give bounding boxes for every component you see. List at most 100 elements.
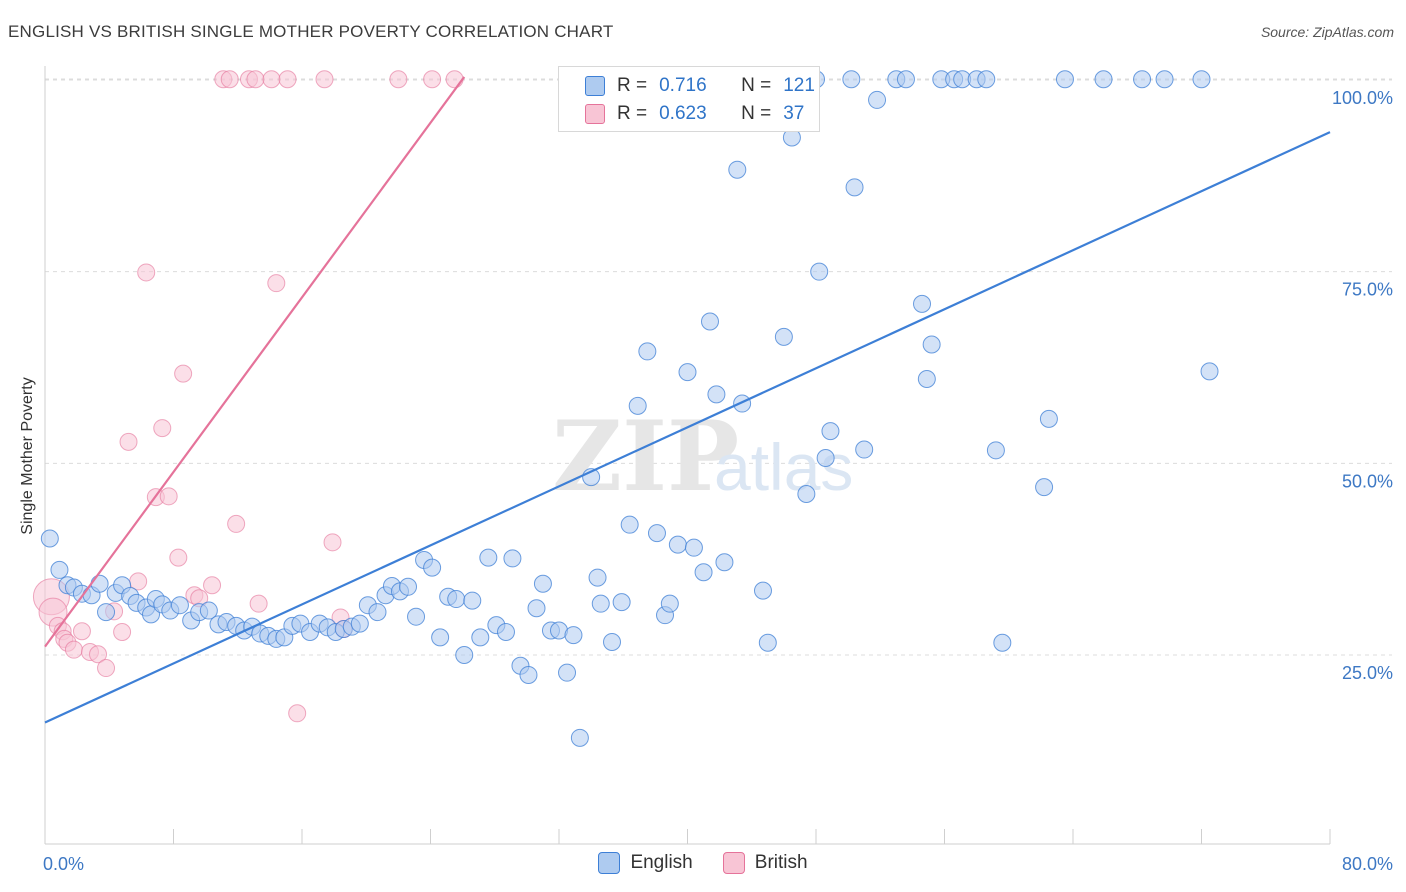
english-point — [496, 623, 515, 642]
british-legend-swatch — [722, 852, 745, 874]
british-point — [203, 576, 222, 595]
british-n-label: N = — [741, 103, 772, 124]
british-r-value: 0.623 — [659, 103, 707, 124]
series-legend: English British — [0, 852, 1406, 874]
english-point — [564, 626, 583, 645]
trend-lines — [44, 76, 1331, 724]
axes — [44, 66, 1331, 845]
stats-legend: R = 0.716 N = 121 R = 0.623 N = 37 — [558, 66, 820, 132]
english-point — [816, 448, 835, 467]
english-point — [368, 603, 387, 622]
y-tick-label: 25.0% — [1342, 663, 1393, 683]
english-point — [855, 440, 874, 459]
legend-item-english[interactable]: English — [598, 852, 693, 874]
english-point — [797, 485, 816, 504]
english-point — [527, 599, 546, 618]
legend-item-british[interactable]: British — [722, 852, 808, 874]
english-point — [707, 385, 726, 404]
british-r-label: R = — [617, 103, 648, 124]
english-point — [700, 312, 719, 331]
british-point — [119, 432, 138, 451]
english-point — [603, 632, 622, 651]
english-point — [620, 515, 639, 534]
english-point — [668, 535, 687, 554]
british-point — [423, 70, 442, 89]
british-point — [288, 704, 307, 723]
british-legend-label: British — [754, 852, 808, 873]
english-point — [758, 633, 777, 652]
english-point — [423, 558, 442, 577]
english-point — [1133, 70, 1152, 89]
english-swatch — [585, 76, 605, 96]
british-point — [174, 364, 193, 383]
english-point — [821, 422, 840, 441]
english-point — [447, 590, 466, 609]
english-point — [407, 607, 426, 626]
english-point — [503, 549, 522, 568]
english-point — [591, 594, 610, 613]
english-point — [715, 553, 734, 572]
english-point — [678, 363, 697, 382]
english-point — [399, 577, 418, 596]
english-trend-line — [44, 131, 1331, 724]
english-point — [612, 593, 631, 612]
british-point — [246, 70, 265, 89]
english-point — [533, 574, 552, 593]
english-point — [570, 728, 589, 747]
british-point — [262, 70, 281, 89]
british-point — [389, 70, 408, 89]
british-point — [249, 594, 268, 613]
british-point — [113, 623, 132, 642]
british-point — [169, 548, 188, 567]
tick-labels: 25.0% 50.0% 75.0% 100.0% 0.0% 80.0% — [43, 88, 1393, 874]
english-point — [463, 591, 482, 610]
british-point — [323, 533, 342, 552]
english-point — [774, 327, 793, 346]
english-point — [90, 574, 109, 593]
english-series — [40, 70, 1219, 747]
british-trend-line — [44, 76, 466, 648]
y-axis-label: Single Mother Poverty — [19, 377, 36, 535]
english-point — [588, 568, 607, 587]
british-point — [315, 70, 334, 89]
watermark-atlas: atlas — [714, 430, 853, 504]
english-point — [728, 160, 747, 179]
english-n-label: N = — [741, 75, 772, 96]
english-legend-label: English — [630, 852, 693, 873]
source-label: Source: ZipAtlas.com — [1260, 24, 1394, 40]
english-point — [50, 560, 69, 579]
english-point — [40, 529, 59, 548]
english-point — [170, 596, 189, 615]
english-point — [660, 594, 679, 613]
y-tick-label: 75.0% — [1342, 280, 1393, 300]
british-n-value: 37 — [783, 103, 805, 124]
english-point — [986, 441, 1005, 460]
british-point — [64, 640, 83, 659]
english-point — [1055, 70, 1074, 89]
english-point — [810, 262, 829, 281]
english-point — [733, 394, 752, 413]
english-point — [479, 548, 498, 567]
british-point — [72, 622, 91, 641]
british-point — [220, 70, 239, 89]
british-point — [153, 419, 172, 438]
english-r-label: R = — [617, 75, 648, 96]
british-point — [137, 263, 156, 282]
legend-row-english: R = 0.716 N = 121 — [585, 73, 815, 99]
english-point — [350, 614, 369, 633]
british-point — [267, 274, 286, 293]
english-point — [1155, 70, 1174, 89]
english-point — [845, 178, 864, 197]
british-point — [159, 487, 178, 506]
british-swatch — [585, 104, 605, 124]
x-tick-label-start: 0.0% — [43, 854, 84, 874]
british-point — [445, 70, 464, 89]
british-point — [89, 645, 108, 664]
english-point — [97, 603, 116, 622]
english-point — [977, 70, 996, 89]
english-point — [922, 335, 941, 354]
english-n-value: 121 — [783, 75, 815, 96]
english-point — [868, 90, 887, 109]
english-point — [558, 663, 577, 682]
